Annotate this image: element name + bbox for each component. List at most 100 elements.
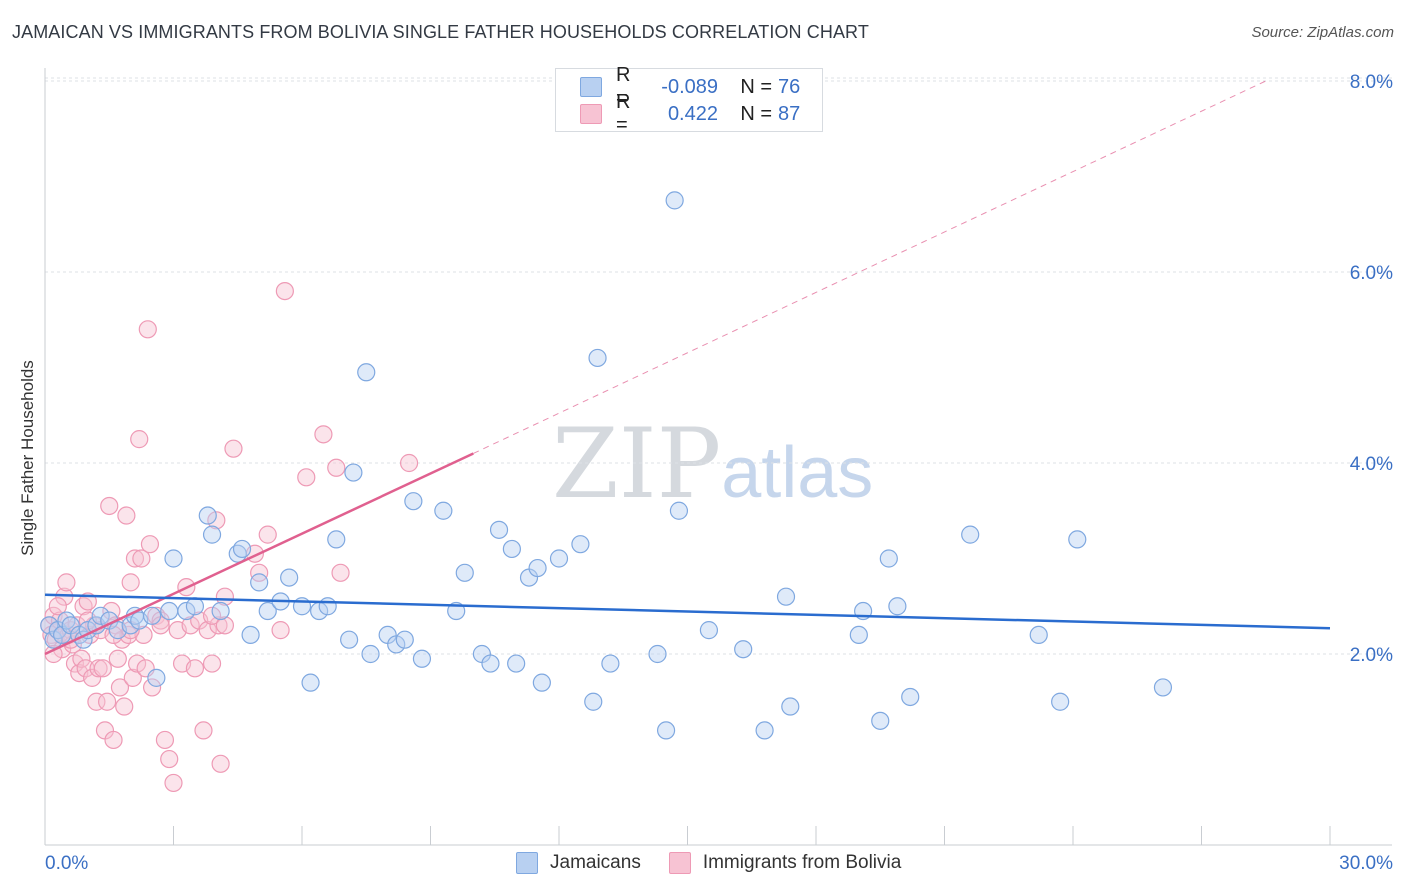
bolivia-point [87, 692, 106, 711]
jamaicans-point [849, 625, 868, 645]
bolivia-point [258, 525, 277, 544]
bolivia-point [250, 563, 269, 582]
jamaicans-point [202, 525, 222, 544]
bolivia-point [104, 730, 123, 750]
bolivia-point [127, 654, 147, 673]
jamaicans-trend-line [44, 593, 1331, 630]
watermark: ZIPatlas [552, 408, 873, 520]
jamaicans-point [781, 697, 800, 716]
jamaicans-point [387, 635, 406, 654]
jamaicans-point [434, 501, 453, 520]
bolivia-point [164, 773, 183, 793]
bolivia-point [155, 730, 175, 750]
correlation-legend: R = -0.089 N = 76 R = 0.422 N = 87 [555, 64, 823, 136]
bolivia-point [140, 535, 160, 554]
jamaicans-point [232, 539, 252, 559]
bolivia-point [215, 587, 234, 606]
y-tick-label: 2.0% [1350, 645, 1393, 666]
y-axis-label: Single Father Households [18, 360, 37, 556]
jamaicans-point [669, 501, 689, 520]
bolivia-point [121, 573, 140, 592]
bolivia-point [224, 439, 243, 458]
grid-lines [45, 77, 1392, 655]
jamaicans-point [142, 606, 162, 625]
jamaicans-point [481, 654, 500, 673]
jamaicans-point [361, 644, 380, 664]
jamaicans-point [340, 630, 359, 649]
bolivia-point [275, 282, 294, 301]
jamaicans-point [901, 687, 920, 707]
bolivia-point [100, 496, 119, 516]
bolivia-swatch [668, 852, 691, 874]
bolivia-point [89, 659, 108, 678]
jamaicans-point [318, 597, 337, 616]
bolivia-point [271, 621, 290, 640]
jamaicans-point [185, 597, 205, 616]
bolivia-trend-line [44, 452, 474, 656]
bolivia-point [98, 692, 117, 711]
r-label: R = [616, 91, 631, 136]
jamaicans-point [160, 601, 179, 621]
legend-label-jamaicans: Jamaicans [550, 852, 641, 873]
jamaicans-point [1051, 692, 1070, 711]
legend-item-bolivia[interactable]: Immigrants from Bolivia [668, 852, 901, 874]
jamaicans-point [177, 601, 196, 621]
legend-row-jamaicans: R = -0.089 N = 76 [580, 64, 801, 109]
y-tick-label: 6.0% [1350, 263, 1393, 284]
bolivia-point [207, 511, 226, 530]
chart-title: JAMAICAN VS IMMIGRANTS FROM BOLIVIA SING… [12, 22, 869, 42]
bolivia-point [314, 425, 333, 444]
bolivia-point [142, 678, 162, 697]
jamaicans-point [588, 348, 607, 368]
trend-lines [44, 80, 1331, 656]
jamaicans-point [121, 616, 140, 635]
jamaicans-point [404, 492, 423, 511]
bolivia-point [209, 616, 228, 635]
watermark-atlas: atlas [721, 433, 874, 513]
jamaicans-point [699, 621, 719, 640]
jamaicans-swatch [516, 852, 538, 874]
jamaicans-point [502, 539, 521, 559]
bolivia-point [132, 549, 151, 568]
bolivia-point [211, 754, 230, 773]
jamaicans-point [147, 668, 166, 687]
bolivia-point [202, 654, 222, 673]
jamaicans-point [584, 692, 603, 711]
jamaicans-points [40, 191, 1173, 740]
jamaicans-point [327, 530, 346, 549]
bolivia-point [108, 649, 127, 668]
bolivia-point [130, 430, 149, 449]
bolivia-point [185, 659, 205, 678]
source-label: Source: ZipAtlas.com [1251, 24, 1394, 41]
jamaicans-point [211, 601, 230, 621]
y-tick-label: 4.0% [1350, 454, 1393, 475]
jamaicans-point [250, 573, 269, 592]
legend-item-jamaicans[interactable]: Jamaicans [516, 852, 641, 874]
n-label: N = [740, 75, 772, 98]
bolivia-point [327, 458, 346, 477]
bolivia-point [331, 563, 350, 582]
tick-labels: 2.0% 4.0% 6.0% 8.0% 0.0% 30.0% [45, 72, 1393, 874]
jamaicans-point [571, 535, 590, 554]
jamaicans-point [344, 463, 363, 482]
jamaicans-point [357, 363, 376, 382]
jamaicans-point [301, 673, 320, 692]
r-value: -0.089 [661, 75, 718, 98]
bolivia-point [194, 721, 213, 740]
jamaicans-point [1153, 678, 1173, 697]
jamaicans-point [1029, 625, 1048, 645]
jamaicans-point [648, 644, 667, 664]
jamaicans-point [549, 549, 569, 568]
n-label: N = [740, 102, 772, 125]
jamaicans-point [412, 649, 432, 668]
jamaicans-point [91, 606, 110, 625]
jamaicans-point [241, 625, 260, 645]
n-value: 76 [778, 75, 801, 98]
bolivia-point [198, 621, 217, 640]
jamaicans-point [656, 721, 676, 740]
jamaicans-point [888, 597, 907, 616]
bolivia-trend-extension [473, 80, 1266, 454]
jamaicans-point [258, 601, 277, 621]
bolivia-point [110, 678, 130, 697]
bolivia-point [160, 749, 179, 769]
